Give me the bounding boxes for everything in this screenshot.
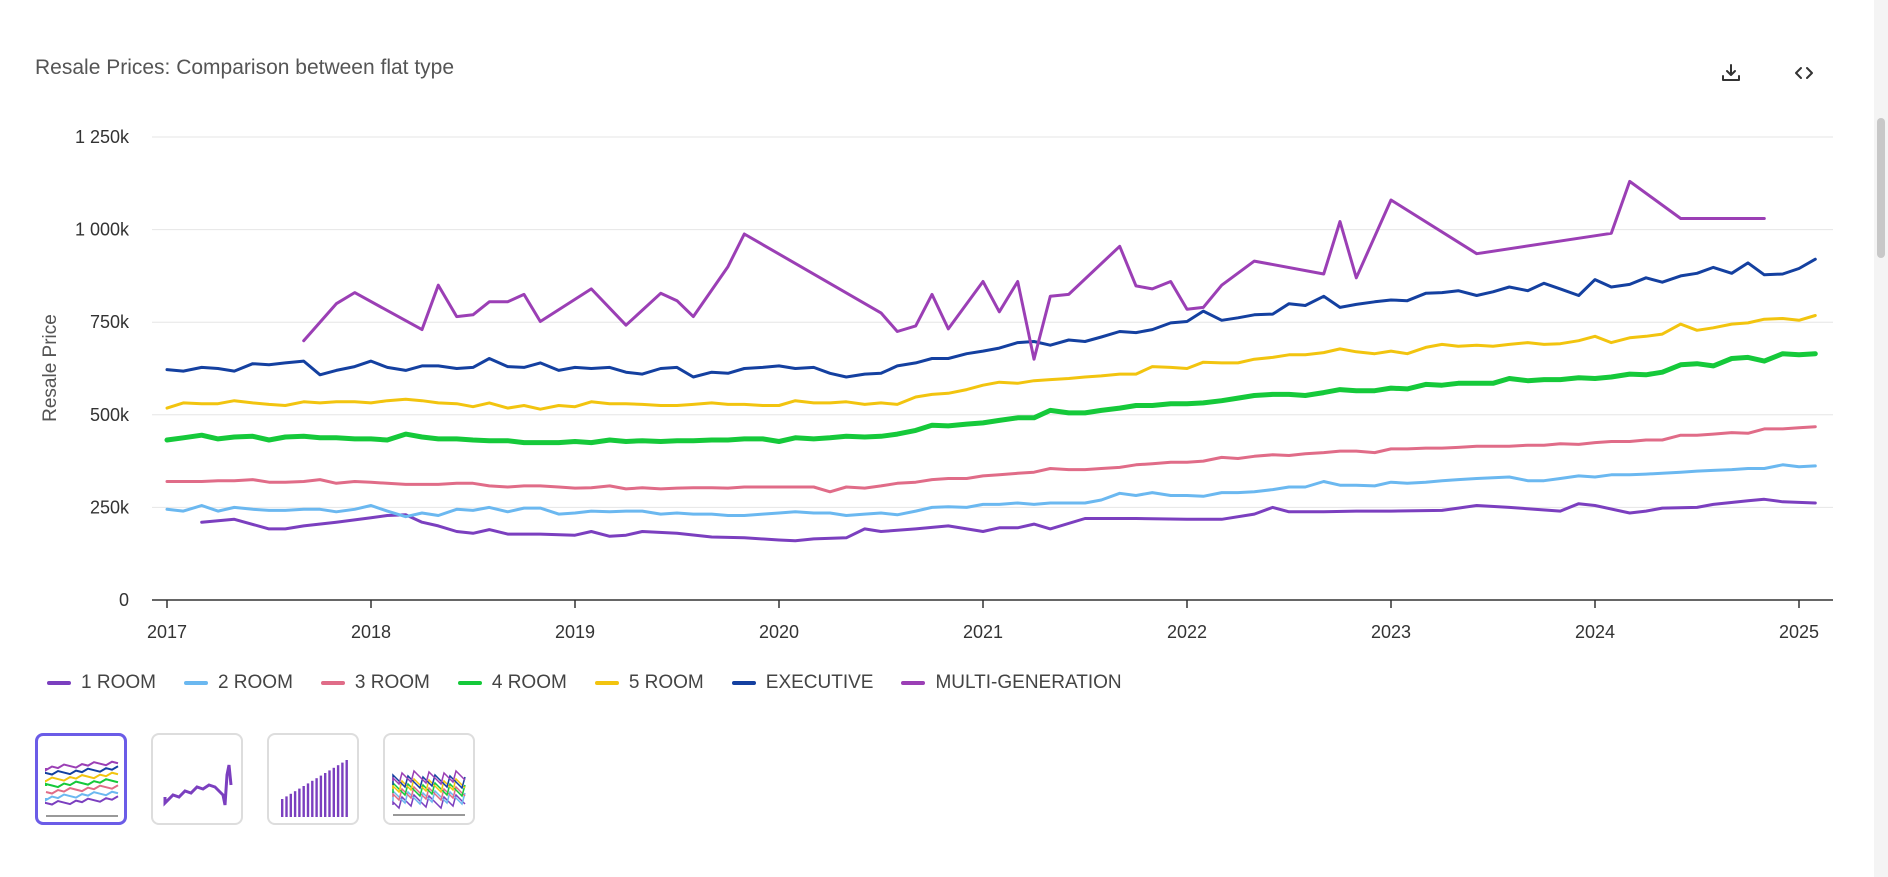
- legend-item[interactable]: EXECUTIVE: [731, 672, 874, 694]
- series-line-1-room: [200, 497, 1817, 543]
- y-axis-title: Resale Price: [40, 314, 61, 422]
- series-line-4-room: [164, 351, 1818, 446]
- legend-label: MULTI-GENERATION: [935, 672, 1122, 693]
- legend-label: EXECUTIVE: [765, 672, 874, 693]
- y-tick-label: 250k: [90, 497, 130, 517]
- series-line-5-room: [165, 314, 1817, 411]
- thumbnail-preview-icon: [281, 760, 348, 817]
- legend-item[interactable]: 2 ROOM: [183, 672, 293, 694]
- thumbnail-preview-icon: [392, 769, 466, 816]
- thumbnail-dense-lines[interactable]: [383, 733, 475, 825]
- x-tick-label: 2020: [759, 622, 799, 642]
- y-tick-label: 500k: [90, 405, 130, 425]
- x-tick-label: 2019: [555, 622, 595, 642]
- series-line-executive: [165, 257, 1817, 379]
- y-tick-label: 750k: [90, 312, 130, 332]
- legend-swatch: [594, 681, 619, 685]
- legend-swatch: [47, 681, 71, 685]
- legend-label: 5 ROOM: [628, 672, 704, 693]
- thumbnail-preview-icon: [163, 764, 233, 807]
- series-line-multi-generation: [302, 179, 1766, 361]
- chart-type-selector: [35, 733, 475, 825]
- chart-legend: 1 ROOM 2 ROOM 3 ROOM 4 ROOM 5 ROOM EXECUTIVE M…: [47, 672, 1122, 694]
- line-chart: 0 250k 500k 750k 1 000k 1 250k 2017 2018 2019 202…: [40, 127, 1833, 642]
- y-tick-label: 0: [119, 590, 129, 610]
- x-tick-label: 2021: [963, 622, 1003, 642]
- thumbnail-preview-icon: [45, 760, 119, 817]
- x-tick-label: 2025: [1779, 622, 1819, 642]
- y-tick-label: 1 000k: [75, 220, 130, 240]
- legend-swatch: [901, 681, 926, 685]
- series-line-3-room: [165, 425, 1817, 494]
- legend-label: 2 ROOM: [217, 672, 293, 693]
- chart-title: Resale Prices: Comparison between flat t…: [35, 56, 455, 79]
- legend-swatch: [457, 681, 482, 685]
- thumbnail-line-comparison[interactable]: [35, 733, 127, 825]
- legend-item[interactable]: 1 ROOM: [47, 672, 156, 694]
- legend-swatch: [320, 681, 345, 685]
- x-tick-label: 2024: [1575, 622, 1615, 642]
- page-scrollbar[interactable]: [1874, 0, 1888, 877]
- download-icon: [1722, 64, 1740, 81]
- legend-item[interactable]: MULTI-GENERATION: [901, 672, 1122, 694]
- x-tick-label: 2023: [1371, 622, 1411, 642]
- legend-label: 3 ROOM: [354, 672, 430, 693]
- x-tick-label: 2018: [351, 622, 391, 642]
- legend-label: 4 ROOM: [491, 672, 567, 693]
- x-tick-label: 2017: [147, 622, 187, 642]
- legend-item[interactable]: 5 ROOM: [594, 672, 704, 694]
- thumbnail-bar[interactable]: [267, 733, 359, 825]
- x-tick-label: 2022: [1167, 622, 1207, 642]
- legend-label: 1 ROOM: [81, 672, 156, 693]
- y-tick-label: 1 250k: [75, 127, 130, 147]
- thumbnail-single-line[interactable]: [151, 733, 243, 825]
- code-icon: [1795, 67, 1813, 79]
- series-line-2-room: [165, 463, 1817, 519]
- legend-item[interactable]: 3 ROOM: [320, 672, 430, 694]
- legend-item[interactable]: 4 ROOM: [457, 672, 567, 694]
- download-button[interactable]: [1713, 55, 1749, 91]
- legend-swatch: [183, 681, 208, 685]
- scrollbar-thumb[interactable]: [1877, 118, 1885, 258]
- embed-code-button[interactable]: [1786, 55, 1822, 91]
- legend-swatch: [731, 681, 756, 685]
